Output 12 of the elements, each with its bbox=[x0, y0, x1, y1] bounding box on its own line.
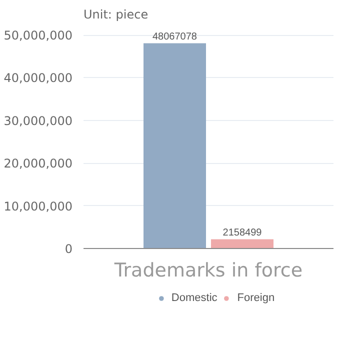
data-label: 48067078 bbox=[152, 31, 198, 42]
legend-label: Foreign bbox=[237, 292, 275, 304]
data-label: 2158499 bbox=[222, 227, 262, 238]
y-tick-label: 40,000,000 bbox=[4, 71, 73, 86]
legend-label: Domestic bbox=[171, 292, 218, 304]
chart-subtitle: Unit: piece bbox=[84, 8, 148, 22]
x-tick-label: Trademarks in force bbox=[113, 260, 303, 282]
y-tick-label: 20,000,000 bbox=[4, 156, 73, 171]
y-tick-label: 0 bbox=[64, 242, 73, 256]
y-tick-label: 10,000,000 bbox=[4, 199, 73, 214]
y-tick-label: 30,000,000 bbox=[4, 114, 73, 128]
y-tick-label: 50,000,000 bbox=[4, 28, 73, 43]
